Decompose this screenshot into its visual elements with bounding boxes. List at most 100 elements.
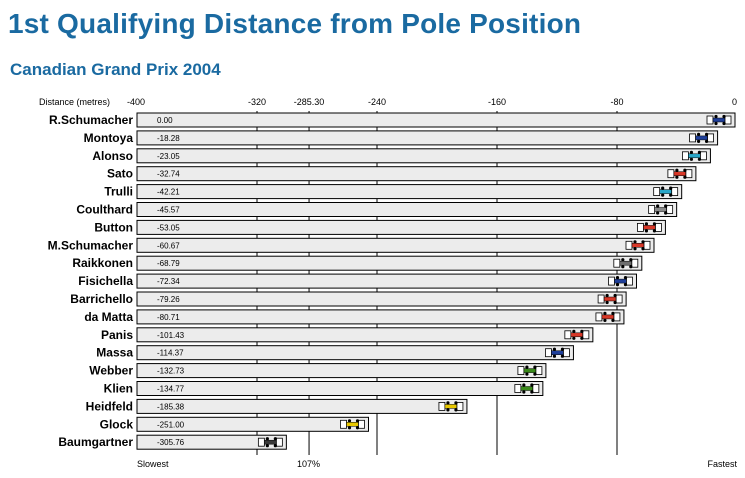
value-label: 0.00 — [157, 116, 173, 125]
value-label: -101.43 — [157, 331, 185, 340]
car-wheel — [355, 426, 360, 430]
car-wheel — [611, 318, 615, 322]
car-wheel — [722, 114, 726, 119]
car-wheel — [675, 168, 679, 172]
car-icon — [564, 329, 590, 340]
car-wheel — [454, 401, 458, 405]
bars: R.Schumacher 0.00 Montoya -18.28 Alonso -23.0… — [48, 112, 736, 450]
car-wheel — [613, 300, 617, 305]
bar — [136, 148, 711, 164]
car-icon — [637, 222, 662, 233]
category-label: Massa — [96, 346, 133, 360]
car-wheel — [265, 444, 269, 448]
axis-label: Distance (metres) — [39, 97, 110, 107]
car-rear-wing — [689, 133, 696, 143]
107pct-label: 107% — [297, 459, 320, 469]
car-wheel — [652, 222, 657, 226]
value-label: -18.28 — [157, 134, 180, 143]
car-wheel — [714, 114, 718, 119]
car-wheel — [641, 240, 645, 244]
car-icon — [545, 347, 570, 358]
car-rear-wing — [340, 419, 347, 429]
car-icon — [653, 186, 679, 197]
chart-title: 1st Qualifying Distance from Pole Positi… — [8, 8, 582, 39]
car-icon — [595, 311, 621, 322]
car-wheel — [533, 365, 537, 369]
car-wheel — [572, 336, 576, 340]
car-icon — [517, 365, 543, 376]
car-rear-wing — [648, 205, 656, 214]
car-wheel — [664, 211, 668, 215]
tick-label: -160 — [488, 97, 506, 107]
car-wheel — [644, 229, 649, 233]
car-icon — [514, 383, 540, 394]
car-rear-wing — [608, 276, 615, 286]
car-wheel — [613, 293, 617, 298]
car-wheel — [696, 139, 701, 143]
category-label: Sato — [107, 167, 133, 181]
category-label: M.Schumacher — [48, 238, 134, 252]
car-wheel — [530, 383, 534, 387]
car-front-wing — [532, 384, 540, 393]
bar — [136, 291, 627, 307]
category-label: Klien — [104, 382, 133, 396]
tick-label: 0 — [732, 97, 737, 107]
car-wheel — [644, 222, 649, 226]
bar — [136, 363, 547, 379]
bar — [136, 345, 574, 361]
value-label: -132.73 — [157, 367, 185, 376]
car-wheel — [621, 265, 625, 269]
car-rear-wing — [595, 312, 603, 322]
fastest-label: Fastest — [707, 459, 737, 469]
car-front-wing — [643, 240, 651, 250]
car-wheel — [661, 193, 665, 197]
tick-label: -80 — [610, 97, 623, 107]
car-wheel — [355, 419, 360, 423]
value-label: -80.71 — [157, 313, 180, 322]
car-wheel — [560, 354, 565, 358]
category-label: Heidfeld — [86, 399, 133, 413]
car-wheel — [675, 175, 679, 179]
bar — [136, 273, 637, 289]
value-label: -53.05 — [157, 223, 180, 232]
car-wheel — [623, 276, 628, 280]
car-wheel — [714, 121, 718, 126]
car-front-wing — [535, 366, 543, 376]
category-label: Trulli — [104, 185, 133, 199]
car-wheel — [603, 318, 607, 322]
car-front-wing — [724, 115, 732, 125]
tick-label: -285.30 — [294, 97, 325, 107]
car-wheel — [633, 247, 637, 251]
bar — [136, 327, 594, 343]
car-wheel — [669, 193, 673, 197]
car-wheel — [669, 186, 673, 190]
value-label: -60.67 — [157, 241, 180, 250]
bar — [136, 219, 666, 235]
tick-label: -320 — [248, 97, 266, 107]
car-front-wing — [631, 258, 639, 268]
category-label: R.Schumacher — [49, 113, 133, 127]
car-front-wing — [456, 401, 464, 411]
car-wheel — [652, 229, 657, 233]
value-label: -114.37 — [157, 349, 184, 358]
category-label: Coulthard — [76, 203, 133, 217]
bar — [136, 166, 697, 182]
car-wheel — [689, 157, 694, 161]
category-label: Raikkonen — [72, 256, 133, 270]
car-wheel — [525, 365, 529, 369]
car-wheel — [623, 283, 628, 287]
category-label: Alonso — [92, 149, 133, 163]
car-front-wing — [666, 205, 674, 214]
car-icon — [340, 419, 365, 430]
car-wheel — [704, 132, 709, 136]
car-rear-wing — [438, 401, 446, 411]
car-rear-wing — [564, 330, 572, 340]
car-front-wing — [685, 169, 693, 179]
car-wheel — [446, 408, 450, 412]
car-wheel — [704, 139, 709, 143]
car-front-wing — [275, 437, 283, 447]
car-rear-wing — [653, 187, 661, 197]
car-wheel — [273, 437, 277, 441]
car-wheel — [525, 372, 529, 376]
car-icon — [648, 204, 674, 215]
